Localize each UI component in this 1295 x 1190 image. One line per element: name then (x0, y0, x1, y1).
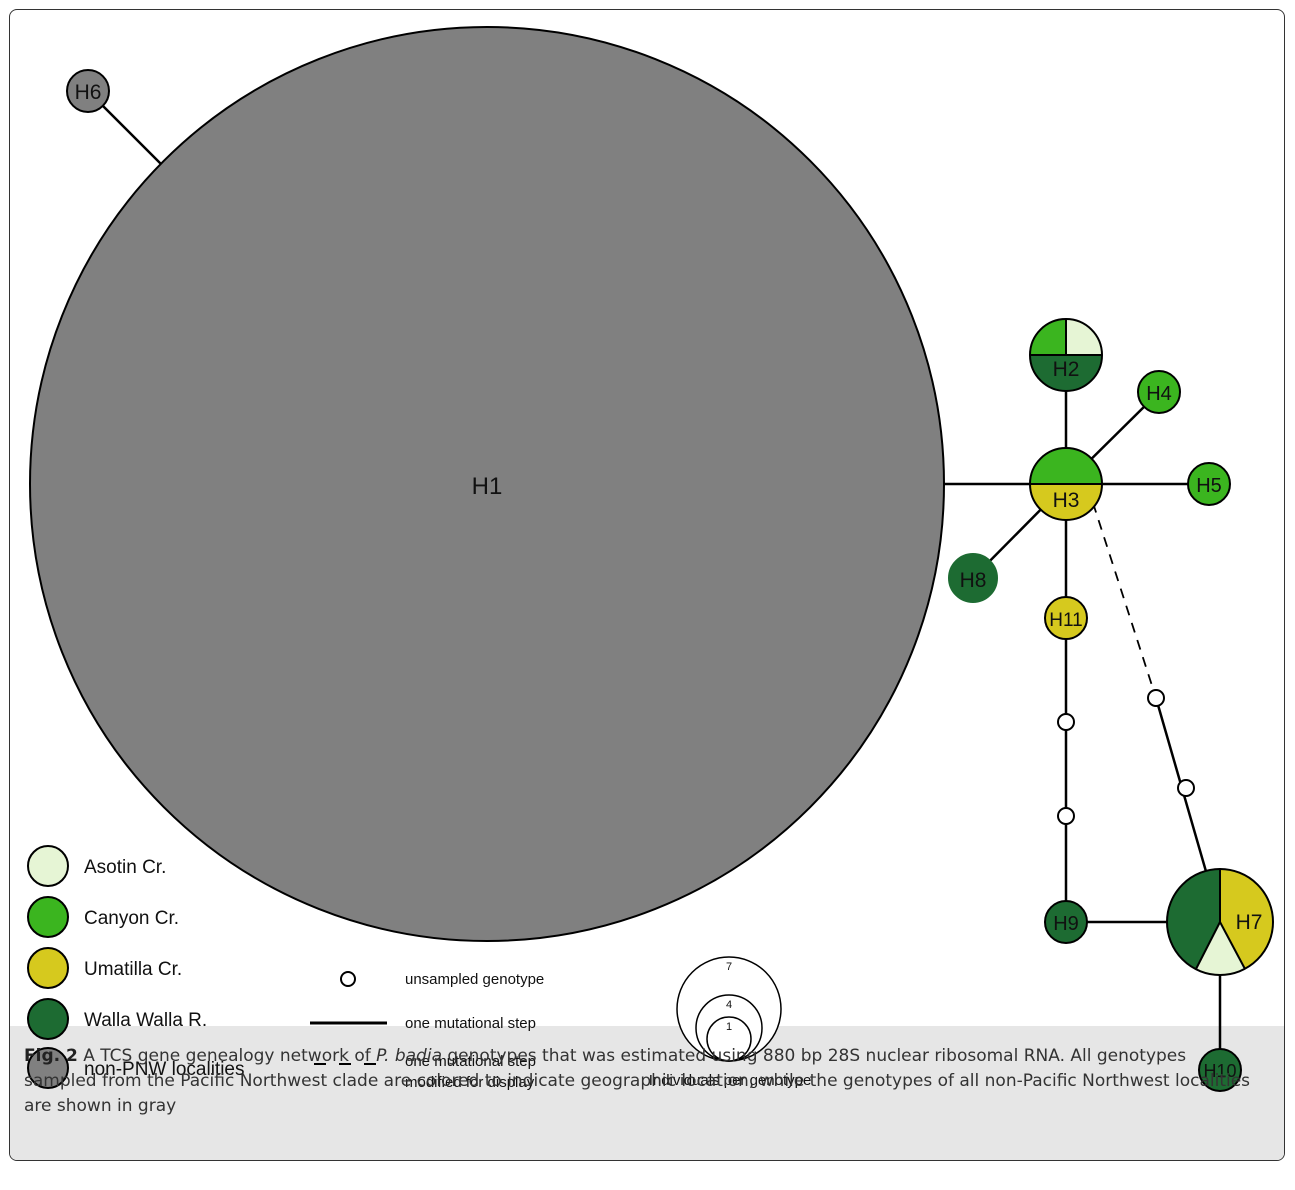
unsampled-node (1057, 713, 1075, 731)
key-step-label: one mutational step (405, 1015, 536, 1032)
node-h3 (1029, 447, 1103, 521)
legend-swatch-nonpnw (27, 1047, 69, 1089)
label-h1: H1 (472, 473, 503, 500)
key-unsampled-label: unsampled genotype (405, 971, 544, 988)
label-h9: H9 (1053, 913, 1079, 935)
size-key-value-4: 4 (726, 999, 732, 1011)
label-h6: H6 (75, 81, 102, 104)
node-h8 (948, 553, 998, 603)
legend-label-umatilla: Umatilla Cr. (84, 959, 182, 980)
figure-caption: Fig. 2 A TCS gene genealogy network of P… (24, 1044, 1260, 1119)
legend-label-nonpnw: non-PNW localities (84, 1059, 245, 1080)
key-unsampled-symbol (340, 971, 356, 987)
size-key (676, 956, 782, 1062)
figure-frame (9, 9, 1285, 1161)
legend-swatch-canyon (27, 896, 69, 938)
caption-figure-number: Fig. 2 (24, 1046, 78, 1066)
unsampled-node (1147, 689, 1165, 707)
caption-species: P. badia (376, 1046, 442, 1066)
key-modified-label-2: modified for display (405, 1074, 535, 1091)
label-h11: H11 (1049, 610, 1082, 631)
label-h5: H5 (1196, 475, 1222, 497)
symbol-key: unsampled genotype one mutational step o… (310, 971, 544, 1091)
unsampled-node (1177, 779, 1195, 797)
node-h7 (1166, 868, 1274, 976)
node-h6 (66, 69, 110, 113)
label-h8: H8 (960, 569, 987, 592)
legend-swatch-asotin (27, 845, 69, 887)
node-h9 (1044, 900, 1088, 944)
legend-swatch-walla (27, 998, 69, 1040)
caption-background (10, 1026, 1284, 1160)
unsampled-node (1057, 807, 1075, 825)
size-key-title: Individuals per genotype (649, 1072, 812, 1089)
node-h4 (1137, 370, 1181, 414)
key-modified-label-1: one mutational step (405, 1053, 536, 1070)
size-key-value-1: 1 (726, 1021, 732, 1033)
node-h2 (1029, 318, 1103, 392)
legend-swatch-umatilla (27, 947, 69, 989)
size-key-circle-1 (706, 1016, 752, 1062)
legend-label-asotin: Asotin Cr. (84, 857, 166, 878)
node-h5 (1187, 462, 1231, 506)
legend-label-canyon: Canyon Cr. (84, 908, 179, 929)
caption-text-1: A TCS gene genealogy network of (77, 1046, 377, 1066)
legend-label-walla: Walla Walla R. (84, 1010, 207, 1031)
caption-text-2: genotypes that was estimated using 880 b… (24, 1046, 1251, 1116)
node-h10 (1198, 1048, 1242, 1092)
label-h7: H7 (1236, 911, 1263, 934)
color-legend: Asotin Cr. Canyon Cr. Umatilla Cr. Walla… (27, 845, 245, 1089)
label-h4: H4 (1146, 383, 1172, 405)
label-h10: H10 (1203, 1061, 1236, 1081)
node-h11 (1044, 596, 1088, 640)
dashed-edge-h3 (1092, 502, 1157, 699)
label-h3: H3 (1053, 489, 1080, 512)
label-h2: H2 (1053, 358, 1080, 381)
node-h1 (29, 26, 945, 942)
size-key-value-7: 7 (726, 961, 732, 973)
